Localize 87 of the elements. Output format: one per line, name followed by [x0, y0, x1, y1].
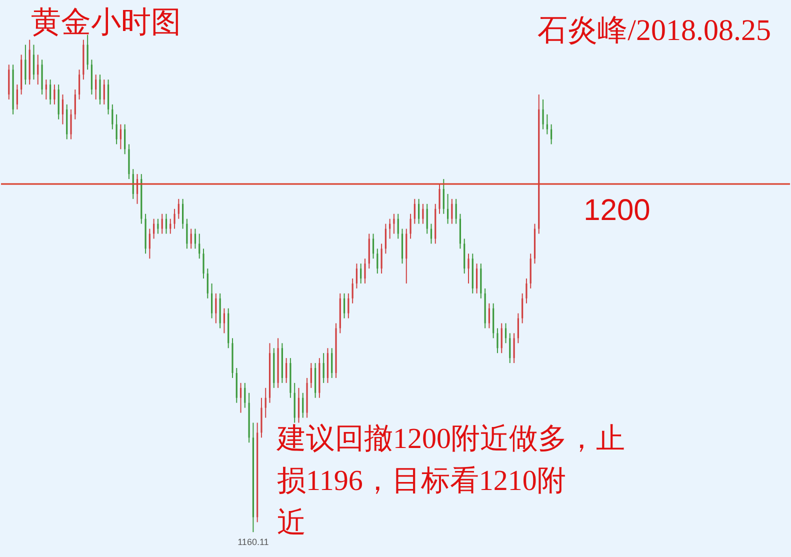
chart-title: 黄金小时图	[31, 6, 181, 39]
candlestick	[78, 69, 80, 100]
candlestick	[542, 98, 544, 130]
candlestick	[310, 362, 312, 388]
candlestick	[348, 292, 350, 319]
candlestick	[517, 312, 519, 344]
candlestick	[302, 392, 304, 418]
candlestick	[438, 184, 440, 214]
candlestick	[190, 228, 192, 250]
candlestick	[393, 213, 395, 234]
candlestick	[397, 213, 399, 240]
annotation: 1160.11	[238, 537, 269, 548]
candlestick	[194, 228, 196, 250]
candlestick	[410, 213, 412, 240]
candlestick	[99, 74, 101, 105]
candlestick	[451, 198, 453, 224]
candlestick	[120, 124, 122, 150]
candlestick	[174, 208, 176, 230]
candlestick	[165, 213, 168, 234]
candlestick	[182, 198, 184, 230]
candlestick	[331, 348, 333, 378]
candlestick	[389, 218, 391, 240]
candlestick	[360, 263, 362, 284]
candlestick	[264, 387, 266, 418]
candlestick	[86, 34, 88, 70]
candlestick	[500, 322, 502, 354]
candlestick	[446, 193, 449, 224]
candlestick	[202, 248, 204, 279]
candlestick	[286, 358, 288, 384]
candlestick	[384, 223, 386, 254]
candlestick	[112, 104, 114, 130]
candlestick	[124, 124, 126, 155]
candlestick	[198, 233, 200, 260]
candlestick	[62, 94, 64, 125]
candlestick	[488, 302, 490, 329]
candlestick	[356, 263, 358, 289]
candlestick	[37, 54, 39, 86]
candlestick	[468, 253, 470, 284]
candlestick	[186, 218, 188, 250]
candlestick	[343, 292, 346, 319]
candlestick	[45, 79, 47, 100]
candlestick	[161, 213, 163, 234]
candlestick	[70, 108, 72, 140]
candlestick	[546, 114, 548, 135]
candlestick	[206, 268, 208, 299]
candlestick	[496, 328, 498, 354]
candlestick	[414, 198, 416, 224]
candlestick	[157, 218, 159, 234]
candlestick	[513, 332, 515, 364]
text: 石炎峰/2018.08.25	[538, 14, 771, 47]
candlestick	[418, 198, 420, 224]
candlestick	[50, 79, 52, 105]
candlestick	[322, 352, 324, 384]
candlestick	[522, 292, 524, 324]
candlestick	[178, 198, 180, 220]
candlestick	[364, 258, 366, 284]
candlestick	[372, 233, 374, 260]
candlestick	[476, 263, 478, 294]
candlestick	[103, 79, 105, 105]
candlestick	[380, 243, 382, 274]
candlestick	[442, 178, 444, 214]
candlestick	[54, 84, 56, 105]
candlestick	[223, 308, 226, 334]
candlestick	[16, 84, 18, 110]
candlestick	[422, 203, 424, 224]
candlestick	[148, 228, 150, 260]
candlestick	[95, 74, 97, 100]
candlestick	[550, 124, 552, 145]
candlestick	[240, 382, 242, 414]
candlestick	[170, 218, 172, 234]
candlestick	[215, 292, 217, 324]
candlestick	[509, 332, 511, 364]
candlestick	[455, 198, 457, 224]
candlestick	[526, 278, 528, 304]
candlestick	[504, 322, 507, 344]
candlestick	[210, 282, 213, 319]
candlestick	[376, 248, 378, 274]
candlestick	[298, 387, 300, 424]
candlestick	[116, 114, 118, 145]
candlestick	[24, 44, 26, 86]
candlestick	[352, 278, 354, 304]
annotation: 建议回撤1200附近做多，止损1196，目标看1210附近	[276, 423, 625, 539]
text: 1200	[584, 194, 650, 228]
candlestick	[74, 89, 76, 120]
candlestick	[426, 203, 428, 234]
candlestick	[32, 44, 35, 80]
candlestick	[244, 382, 246, 408]
